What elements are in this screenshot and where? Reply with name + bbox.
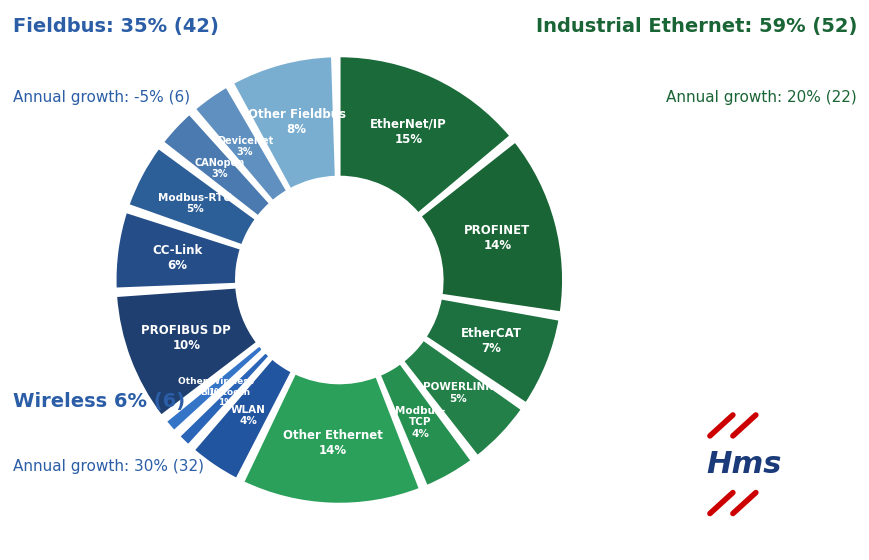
Wedge shape: [425, 298, 559, 404]
Wedge shape: [232, 56, 335, 189]
Wedge shape: [402, 339, 521, 456]
Text: EtherCAT
7%: EtherCAT 7%: [460, 327, 521, 355]
Text: EtherNet/IP
15%: EtherNet/IP 15%: [369, 118, 446, 146]
Wedge shape: [116, 212, 241, 289]
Wedge shape: [339, 56, 510, 214]
Wedge shape: [163, 114, 270, 217]
Wedge shape: [379, 363, 471, 486]
Text: Other Wireless
1%: Other Wireless 1%: [177, 377, 253, 396]
Text: Wireless 6% (6): Wireless 6% (6): [13, 392, 185, 411]
Wedge shape: [179, 352, 269, 445]
Text: Modbus-RTU
5%: Modbus-RTU 5%: [158, 193, 231, 214]
Text: CANopen
3%: CANopen 3%: [195, 158, 244, 179]
Text: Fieldbus: 35% (42): Fieldbus: 35% (42): [13, 17, 219, 36]
Wedge shape: [195, 86, 287, 202]
Text: Other Ethernet
14%: Other Ethernet 14%: [283, 430, 382, 458]
Wedge shape: [116, 287, 257, 416]
Wedge shape: [193, 358, 292, 479]
Text: PROFINET
14%: PROFINET 14%: [464, 224, 530, 252]
Text: POWERLINK
5%: POWERLINK 5%: [422, 382, 492, 404]
Text: CC-Link
6%: CC-Link 6%: [152, 244, 202, 272]
Wedge shape: [420, 141, 562, 312]
Text: WLAN
4%: WLAN 4%: [230, 405, 265, 427]
Wedge shape: [165, 345, 263, 431]
Wedge shape: [128, 148, 255, 245]
Wedge shape: [242, 373, 420, 504]
Text: Bluetooth
1%: Bluetooth 1%: [200, 388, 250, 407]
Text: Annual growth: 30% (32): Annual growth: 30% (32): [13, 459, 204, 474]
Text: DeviceNet
3%: DeviceNet 3%: [216, 136, 273, 157]
Text: Hms: Hms: [706, 450, 781, 479]
Text: Annual growth: -5% (6): Annual growth: -5% (6): [13, 90, 190, 105]
Text: Modbus-
TCP
4%: Modbus- TCP 4%: [395, 405, 445, 439]
Text: PROFIBUS DP
10%: PROFIBUS DP 10%: [142, 324, 231, 352]
Text: Industrial Ethernet: 59% (52): Industrial Ethernet: 59% (52): [535, 17, 856, 36]
Text: Other Fieldbus
8%: Other Fieldbus 8%: [248, 108, 345, 136]
Text: Annual growth: 20% (22): Annual growth: 20% (22): [666, 90, 856, 105]
